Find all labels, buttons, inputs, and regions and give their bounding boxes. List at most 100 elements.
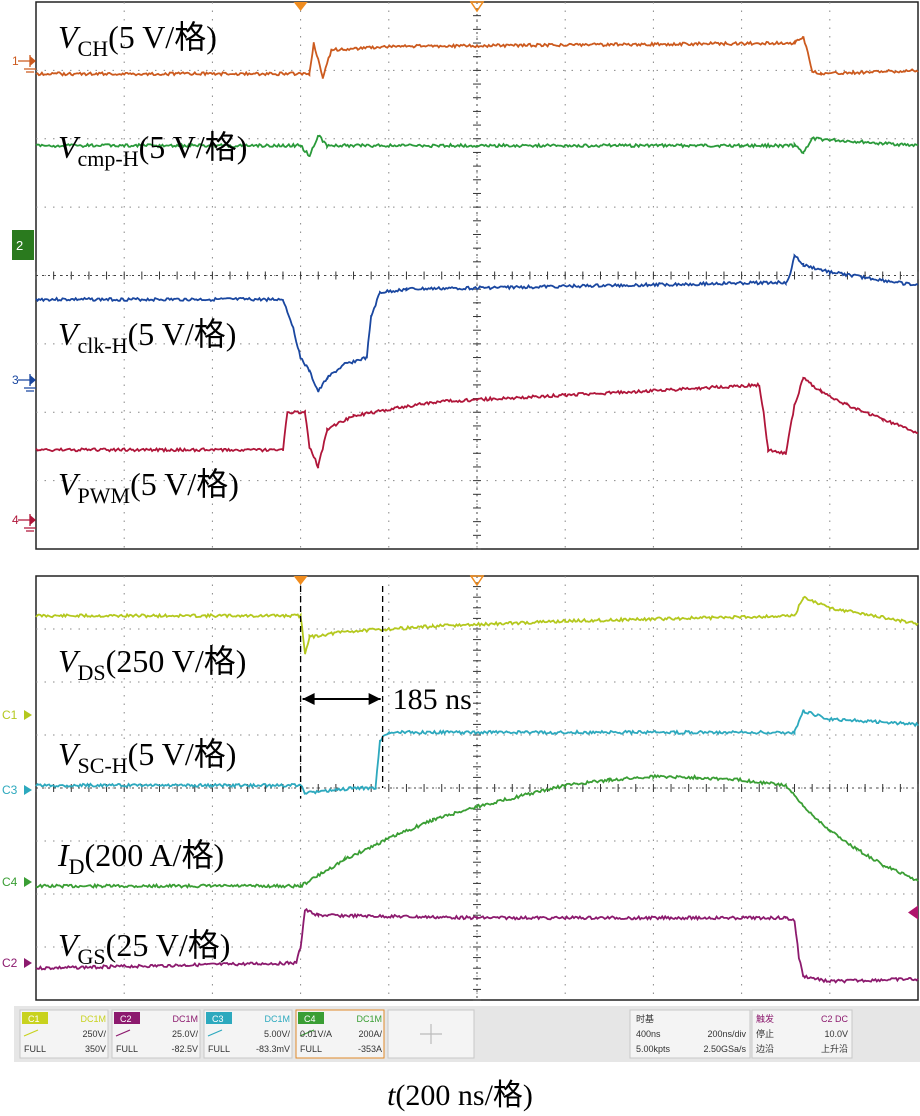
channel-arrow-icon	[24, 710, 32, 720]
channel-scale: 25.0V/	[172, 1029, 199, 1039]
timebase-points: 5.00kpts	[636, 1044, 671, 1054]
channel-scale: 0.01V/A	[300, 1029, 332, 1039]
series-label: VSC-H(5 V/格)	[58, 736, 236, 778]
channel-marker-label: 4	[12, 513, 19, 527]
channel-scale-2: 200A/	[358, 1029, 382, 1039]
channel-info-box	[19, 1009, 109, 1059]
series-label: VGS(25 V/格)	[58, 927, 230, 969]
center-marker-icon	[469, 575, 485, 587]
channel-id: C4	[304, 1014, 316, 1024]
timebase-title: 时基	[636, 1013, 654, 1024]
timebase-rate: 200ns/div	[707, 1029, 746, 1039]
channel-info-C4: C4 DC1M 0.01V/A 200A/FULL -353A	[295, 1009, 385, 1059]
series-trace-GS	[35, 907, 919, 984]
channel-coupling: DC1M	[264, 1014, 290, 1024]
channel-mode: FULL	[24, 1044, 46, 1054]
trigger-box	[751, 1009, 853, 1059]
trigger-source: C2 DC	[821, 1014, 849, 1024]
trigger-info: 触发 C2 DC 停止 10.0V 边沿 上升沿	[751, 1009, 853, 1059]
series-trace-cmp-H	[35, 134, 919, 158]
caption-unit: (200 ns/格)	[395, 1079, 533, 1112]
channel-id: C1	[28, 1014, 40, 1024]
status-bar: C1 DC1M 250V/FULL 350V C2 DC1M 25.0V/FULL -82.5…	[14, 1006, 920, 1062]
center-marker-icon	[469, 1, 485, 13]
series-trace-DS	[35, 595, 919, 655]
channel-arrow-icon	[24, 958, 32, 968]
channel-offset: -82.5V	[171, 1044, 198, 1054]
channel-color-tag	[206, 1012, 232, 1024]
channel-marker-label: C2	[2, 956, 18, 970]
channel-mode: FULL	[300, 1044, 322, 1054]
series-trace-PWM	[35, 376, 919, 469]
trigger-position-icon	[293, 2, 308, 11]
series-label: Vcmp-H(5 V/格)	[58, 129, 247, 171]
channel-offset: -353A	[358, 1044, 382, 1054]
series-label: ID(200 A/格)	[57, 837, 224, 879]
channel-marker-label: 2	[16, 238, 23, 253]
ground-icon	[18, 514, 36, 532]
series-trace-clk-H	[35, 253, 919, 393]
channel-arrow-icon	[24, 877, 32, 887]
channel-scale: 5.00V/	[264, 1029, 291, 1039]
ground-icon	[18, 55, 36, 73]
ground-icon	[18, 374, 36, 392]
series-label: VPWM(5 V/格)	[58, 466, 239, 508]
trigger-position-icon	[293, 576, 308, 585]
channel-arrow-icon	[30, 515, 36, 525]
timebase-sample: 2.50GSa/s	[703, 1044, 746, 1054]
panel-top: VCH(5 V/格) 1 Vcmp-H(5 V/格) Vclk-H(5 V/格) 3 VP…	[12, 1, 919, 550]
x-axis-caption: t(200 ns/格)	[0, 1070, 920, 1114]
channel-arrow-icon	[30, 56, 36, 66]
caption-variable: t	[387, 1079, 396, 1112]
probe-icon	[115, 1029, 131, 1037]
arrow-left-icon	[302, 693, 315, 705]
channel-marker-label: 1	[12, 54, 19, 68]
panel-bottom: VDS(250 V/格) C1 VSC-H(5 V/格) C3 ID(200 A/格) C…	[2, 575, 919, 1001]
trigger-level: 10.0V	[824, 1029, 848, 1039]
series-trace-D	[35, 773, 919, 889]
probe-icon	[299, 1029, 315, 1037]
channel-arrow-icon	[24, 785, 32, 795]
series-trace-CH	[35, 35, 919, 79]
channel-mode: FULL	[208, 1044, 230, 1054]
trigger-level-icon	[908, 905, 918, 920]
channel-info-C3: C3 DC1M 5.00V/FULL -83.3mV	[203, 1009, 293, 1059]
series-label: Vclk-H(5 V/格)	[58, 316, 236, 358]
trigger-title: 触发	[756, 1013, 774, 1024]
channel-marker-label: 3	[12, 373, 19, 387]
series-label: VDS(250 V/格)	[58, 643, 246, 685]
channel-scale: 250V/	[82, 1029, 106, 1039]
channel-color-tag	[298, 1012, 324, 1024]
timebase-info: 时基 400ns 200ns/div 5.00kpts 2.50GSa/s	[629, 1009, 751, 1059]
trigger-mode: 停止	[756, 1028, 774, 1039]
channel-arrow-icon	[30, 375, 36, 385]
channel-info-C2: C2 DC1M 25.0V/FULL -82.5V	[111, 1009, 201, 1059]
channel-marker-label: C4	[2, 875, 18, 889]
probe-icon	[23, 1029, 39, 1037]
channel-2-marker	[12, 230, 34, 260]
arrow-right-icon	[368, 693, 381, 705]
series-label: VCH(5 V/格)	[58, 19, 217, 61]
channel-coupling: DC1M	[80, 1014, 106, 1024]
channel-info-C1: C1 DC1M 250V/FULL 350V	[19, 1009, 109, 1059]
channel-offset: 350V	[85, 1044, 106, 1054]
channel-color-tag	[114, 1012, 140, 1024]
annotation-label: 185 ns	[393, 683, 472, 716]
trigger-edge-label: 边沿	[756, 1044, 774, 1054]
channel-coupling: DC1M	[356, 1014, 382, 1024]
timebase-delay: 400ns	[636, 1029, 661, 1039]
timebase-box	[629, 1009, 751, 1059]
channel-coupling: DC1M	[172, 1014, 198, 1024]
add-icon	[420, 1024, 442, 1044]
probe-icon	[207, 1029, 223, 1037]
channel-marker-label: C3	[2, 783, 18, 797]
channel-marker-label: C1	[2, 708, 18, 722]
trigger-edge: 上升沿	[821, 1044, 848, 1054]
channel-color-tag	[22, 1012, 48, 1024]
channel-offset: -83.3mV	[256, 1044, 290, 1054]
series-trace-SC-H	[35, 709, 919, 795]
channel-mode: FULL	[116, 1044, 138, 1054]
channel-id: C3	[212, 1014, 224, 1024]
channel-id: C2	[120, 1014, 132, 1024]
